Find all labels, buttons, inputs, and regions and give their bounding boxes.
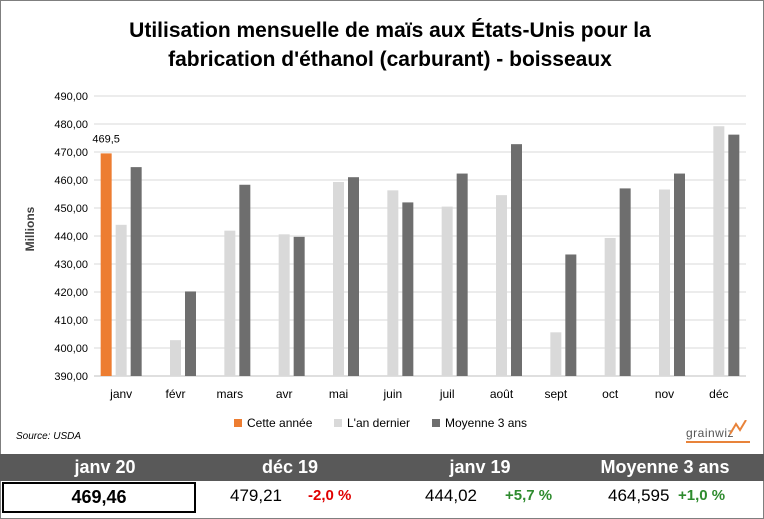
x-tick-label: juil (439, 387, 455, 401)
logo-text: grainwiz (686, 426, 735, 440)
legend-swatch-current (234, 419, 242, 427)
bar-last-year (496, 195, 507, 376)
legend-item-current: Cette année (234, 416, 312, 430)
bar-avg3 (674, 173, 685, 376)
bar-current (100, 153, 112, 376)
source-note: Source: USDA (16, 431, 82, 442)
logo-mark-icon (729, 420, 747, 435)
x-tick-label: sept (544, 387, 567, 401)
y-tick-label: 390,00 (54, 371, 88, 383)
y-tick-label: 450,00 (54, 203, 88, 215)
bar-avg3 (293, 236, 305, 376)
legend-item-last-year: L'an dernier (334, 416, 410, 430)
bar-avg3 (130, 167, 142, 376)
chart-title: Utilisation mensuelle de maïs aux États-… (60, 16, 720, 74)
y-tick-label: 420,00 (54, 287, 88, 299)
x-tick-label: déc (709, 387, 728, 401)
legend-label-avg3: Moyenne 3 ans (445, 416, 528, 430)
summary-header-current: janv 20 (74, 457, 136, 477)
summary-current-value: 469,46 (2, 482, 196, 513)
bar-avg3 (565, 254, 577, 376)
bar-last-year (550, 332, 562, 376)
bar-last-year (713, 126, 725, 377)
bar-chart: 390,00 400,00 410,00 420,00 430,00 440,00 450,… (54, 91, 746, 401)
summary-values: 469,46 479,21 -2,0 % 444,02 +5,7 % 464,5… (0, 482, 764, 513)
bar-avg3 (239, 184, 251, 376)
bar-last-year (224, 230, 236, 376)
y-tick-label: 400,00 (54, 343, 88, 355)
y-tick-label: 440,00 (54, 231, 88, 243)
x-tick-label: nov (655, 387, 674, 401)
y-tick-label: 490,00 (54, 91, 88, 103)
bar-avg3 (619, 188, 631, 376)
bar-avg3 (348, 177, 359, 376)
summary-jan19-value: 444,02 (425, 486, 477, 505)
summary-jan19-change: +5,7 % (505, 487, 553, 504)
bar-last-year (115, 224, 127, 376)
chart-title-line1: Utilisation mensuelle de maïs aux États-… (129, 19, 651, 42)
bar-last-year (333, 181, 344, 376)
y-tick-label: 410,00 (54, 315, 88, 327)
legend-item-avg3: Moyenne 3 ans (432, 416, 527, 430)
grainwiz-logo: grainwiz (686, 420, 750, 450)
legend-label-current: Cette année (247, 416, 313, 430)
y-tick-label: 480,00 (54, 119, 88, 131)
y-tick-label: 460,00 (54, 175, 88, 187)
bar-avg3 (728, 134, 740, 376)
x-tick-label: oct (602, 387, 619, 401)
legend-label-last-year: L'an dernier (347, 416, 410, 430)
x-tick-label: juin (382, 387, 402, 401)
x-tick-label: mai (329, 387, 348, 401)
summary-header-jan19: janv 19 (449, 457, 511, 477)
summary-avg3-value: 464,595 (608, 486, 670, 505)
bar-avg3 (511, 144, 522, 376)
legend: Cette année L'an dernier Moyenne 3 ans (0, 416, 764, 434)
bar-last-year (659, 189, 670, 376)
bar-avg3 (185, 291, 196, 376)
bar-last-year (278, 234, 290, 376)
bar-avg3 (456, 173, 468, 376)
y-tick-label: 430,00 (54, 259, 88, 271)
summary-header: janv 20 déc 19 janv 19 Moyenne 3 ans (0, 454, 764, 481)
summary-dec19-value: 479,21 (230, 486, 282, 505)
legend-swatch-last-year (334, 419, 342, 427)
y-tick-label: 470,00 (54, 147, 88, 159)
summary-dec19-change: -2,0 % (308, 487, 352, 504)
x-tick-label: mars (216, 387, 243, 401)
bar-last-year (170, 340, 181, 376)
bar-last-year (387, 190, 399, 376)
legend-swatch-avg3 (432, 419, 440, 427)
x-tick-label: janv (109, 387, 132, 401)
x-tick-label: août (490, 387, 514, 401)
x-tick-label: avr (276, 387, 293, 401)
chart-title-line2: fabrication d'éthanol (carburant) - bois… (168, 48, 612, 71)
summary-avg3-change: +1,0 % (678, 487, 726, 504)
bar-last-year (441, 206, 453, 376)
summary-header-avg3: Moyenne 3 ans (600, 457, 730, 477)
data-label: 469,5 (92, 133, 120, 145)
bar-avg3 (402, 202, 414, 376)
summary-header-dec19: déc 19 (261, 457, 319, 477)
x-tick-label: févr (165, 387, 185, 401)
logo-underline (686, 441, 750, 443)
bar-last-year (604, 237, 616, 376)
